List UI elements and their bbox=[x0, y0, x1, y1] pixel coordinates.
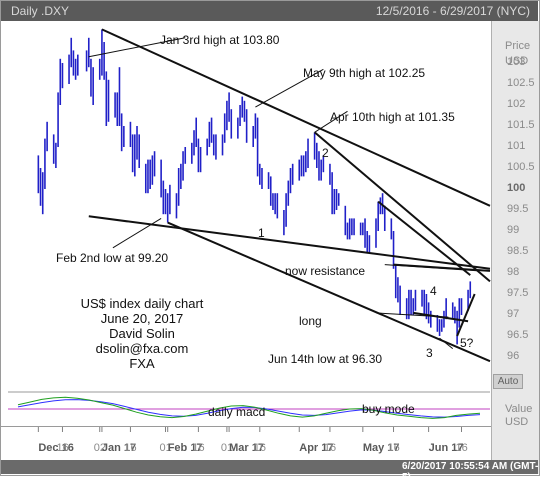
annotation-leader-line bbox=[375, 312, 449, 318]
credit-line-4: dsolin@fxa.com bbox=[95, 341, 189, 356]
wave-label-4: 4 bbox=[430, 284, 437, 298]
trendline bbox=[313, 131, 491, 283]
price-tick-label: 100 bbox=[507, 182, 526, 194]
price-tick-label: 97.5 bbox=[507, 287, 529, 299]
month-label: Mar 17 bbox=[229, 442, 264, 454]
annotation-long: long bbox=[299, 314, 322, 328]
day-label: 16 bbox=[253, 442, 267, 454]
price-tick-label: 98.5 bbox=[507, 245, 529, 257]
credit-line-3: David Solin bbox=[109, 326, 175, 341]
chart-title: Daily .DXY bbox=[11, 4, 70, 18]
trendline bbox=[393, 263, 491, 272]
price-tick-label: 99 bbox=[507, 224, 520, 236]
day-label: 16 bbox=[455, 442, 468, 454]
footer-timestamp: 6/20/2017 10:55:54 AM (GMT-5) bbox=[402, 461, 540, 483]
macd-axis-title: Value bbox=[505, 403, 533, 415]
annotation-leader-line bbox=[88, 37, 186, 58]
trendline bbox=[377, 200, 471, 276]
price-tick-label: 96 bbox=[507, 350, 520, 362]
date-range: 12/5/2016 - 6/29/2017 (NYC) bbox=[375, 4, 530, 18]
price-axis-panel[interactable] bbox=[491, 21, 539, 474]
annotation-feb2-low: Feb 2nd low at 99.20 bbox=[56, 251, 169, 265]
timestamp-value: 6/20/2017 10:55:54 AM bbox=[402, 461, 508, 472]
price-tick-label: 100.5 bbox=[507, 161, 535, 173]
annotation-leader-line bbox=[314, 110, 348, 133]
day-label: 01 bbox=[159, 442, 172, 454]
price-axis-title: Price bbox=[505, 40, 531, 52]
price-tick-label: 102.5 bbox=[507, 77, 535, 89]
annotation-daily-macd: daily macd bbox=[208, 405, 266, 419]
credit-line-1: US$ index daily chart bbox=[80, 296, 204, 311]
day-label: 16 bbox=[323, 442, 337, 454]
trendline bbox=[101, 28, 491, 207]
wave-label-3: 3 bbox=[426, 346, 433, 360]
price-tick-label: 101 bbox=[507, 140, 526, 152]
annotation-now-resistance: now resistance bbox=[285, 264, 366, 278]
month-label: Apr 17 bbox=[299, 442, 334, 454]
day-label: 16 bbox=[56, 442, 69, 454]
price-tick-label: 97 bbox=[507, 308, 520, 320]
annotation-leader-line bbox=[384, 264, 480, 272]
price-tick-label: 98 bbox=[507, 266, 520, 278]
wave-label-2: 2 bbox=[322, 146, 329, 160]
trendline bbox=[88, 215, 491, 270]
credit-line-5: FXA bbox=[129, 356, 155, 371]
annotation-leader-line bbox=[112, 217, 162, 249]
price-tick-label: 102 bbox=[507, 98, 526, 110]
day-label: 02 bbox=[93, 442, 106, 454]
macd-axis-unit: USD bbox=[505, 416, 529, 428]
month-label: Dec 16 bbox=[38, 442, 74, 454]
day-label: 16 bbox=[124, 442, 137, 454]
status-footer bbox=[1, 460, 538, 474]
chart-credit: US$ index daily chart June 20, 2017 Davi… bbox=[72, 296, 212, 371]
price-tick-label: 96.5 bbox=[507, 329, 529, 341]
annotation-leader-line bbox=[439, 337, 454, 349]
time-axis[interactable] bbox=[1, 426, 491, 461]
annotation-leader-line bbox=[255, 68, 324, 108]
annotation-jan3-high: Jan 3rd high at 103.80 bbox=[160, 33, 280, 47]
month-label: Feb 17 bbox=[167, 442, 203, 454]
day-label: 16 bbox=[387, 442, 400, 454]
price-tick-label: 99.5 bbox=[507, 203, 529, 215]
annotation-buy-mode: buy mode bbox=[362, 402, 415, 416]
month-label: Jun 17 bbox=[428, 442, 464, 454]
month-label: Jan 17 bbox=[101, 442, 137, 454]
annotation-may9-high: May 9th high at 102.25 bbox=[303, 66, 426, 80]
chart-header: Daily .DXY 12/5/2016 - 6/29/2017 (NYC) bbox=[1, 1, 538, 21]
annotation-jun14-low: Jun 14th low at 96.30 bbox=[268, 352, 383, 366]
day-label: 16 bbox=[192, 442, 205, 454]
trendline bbox=[167, 221, 491, 363]
macd-line bbox=[17, 396, 481, 419]
price-axis-unit: USD bbox=[505, 55, 529, 67]
annotation-apr10-high: Apr 10th high at 101.35 bbox=[330, 110, 455, 124]
month-label: May 17 bbox=[362, 442, 400, 454]
wave-label-1: 1 bbox=[258, 226, 265, 240]
credit-line-2: June 20, 2017 bbox=[100, 311, 184, 326]
price-tick-label: 103 bbox=[507, 56, 526, 68]
auto-scale-button[interactable]: Auto bbox=[493, 374, 523, 389]
price-tick-label: 101.5 bbox=[507, 119, 535, 131]
day-label: 01 bbox=[220, 442, 234, 454]
wave-label-5: 5? bbox=[460, 336, 474, 350]
trendline bbox=[456, 293, 476, 337]
